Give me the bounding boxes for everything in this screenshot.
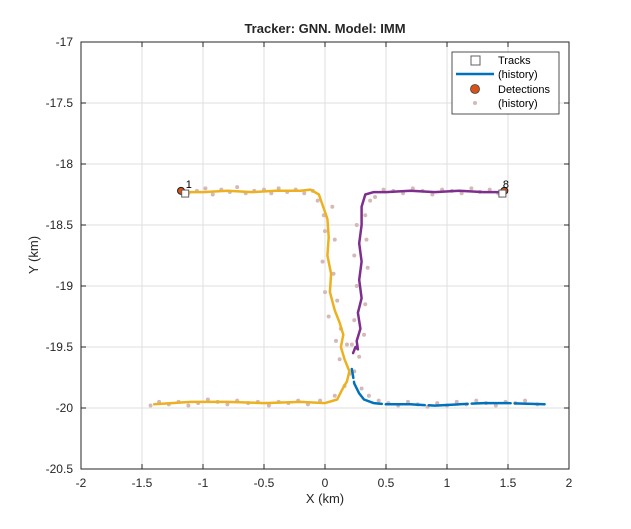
track-id-label: 1 xyxy=(186,179,192,191)
detection-history-point xyxy=(454,399,459,404)
detection-history-point xyxy=(276,186,281,191)
detection-history-point xyxy=(410,186,415,191)
track-marker xyxy=(498,189,507,198)
x-tick-label: -1.5 xyxy=(132,476,153,490)
detection-history-point xyxy=(365,265,370,270)
detection-history-point xyxy=(405,399,410,404)
chart-title: Tracker: GNN. Model: IMM xyxy=(244,21,405,36)
detection-history-point xyxy=(368,198,373,203)
y-tick-label: -17.5 xyxy=(46,96,74,110)
detection-history-point xyxy=(344,342,349,347)
y-tick-label: -17 xyxy=(56,35,74,49)
detection-history-point xyxy=(349,342,354,347)
track-marker xyxy=(181,189,190,198)
legend-detections-label: Detections xyxy=(498,84,550,96)
track-history-line xyxy=(152,188,351,406)
track-id-label: 8 xyxy=(503,179,509,191)
detection-history-point xyxy=(205,397,210,402)
legend-detection-history-label: (history) xyxy=(498,98,538,110)
detection-history-point xyxy=(362,332,367,337)
x-tick-label: 0 xyxy=(322,476,329,490)
detection-history-point xyxy=(302,191,307,196)
detection-history-point xyxy=(332,393,337,398)
y-tick-label: -20 xyxy=(56,401,74,415)
detection-history-point xyxy=(331,271,336,276)
y-tick-label: -19 xyxy=(56,279,74,293)
detection-history-point xyxy=(373,194,378,199)
detection-history-point xyxy=(332,237,337,242)
legend-detections-marker xyxy=(470,84,480,94)
x-tick-label: -0.5 xyxy=(254,476,275,490)
track-history-line xyxy=(350,367,546,407)
x-tick-label: -1 xyxy=(198,476,209,490)
ticks: -2 -1.5 -1 -0.5 0 0.5 1 1.5 2 -20.5 -20 -19.5 -19 -18… xyxy=(46,35,573,490)
legend-track-history-label: (history) xyxy=(498,69,538,81)
detection-history-point xyxy=(330,204,335,209)
x-tick-label: 1 xyxy=(444,476,451,490)
detection-history-point xyxy=(364,237,369,242)
legend: Tracks (history) Detections (history) xyxy=(451,51,560,115)
detection-history-point xyxy=(186,403,191,408)
detection-history-point xyxy=(430,192,435,197)
detection-history-point xyxy=(203,186,208,191)
detection-history-point xyxy=(474,398,479,403)
grid xyxy=(81,42,569,469)
track-history-line xyxy=(351,189,504,355)
detection-history-point xyxy=(435,401,440,406)
detection-history-point xyxy=(363,302,368,307)
detection-history-point xyxy=(326,314,331,319)
y-tick-label: -20.5 xyxy=(46,462,74,476)
x-tick-label: 2 xyxy=(566,476,573,490)
legend-tracks-label: Tracks xyxy=(498,55,531,67)
detection-history-point xyxy=(320,259,325,264)
y-tick-label: -18.5 xyxy=(46,218,74,232)
detection-history-point xyxy=(335,298,340,303)
detection-history-point xyxy=(487,187,492,192)
detection-history-point xyxy=(225,402,230,407)
detection-history-point xyxy=(323,290,327,295)
x-tick-label: 1.5 xyxy=(500,476,517,490)
detection-history-point xyxy=(493,403,498,408)
detection-history-point xyxy=(469,186,474,191)
detection-history-point xyxy=(266,403,271,408)
detection-history-point xyxy=(235,185,240,190)
x-tick-label: -2 xyxy=(76,476,87,490)
detection-history-point xyxy=(376,398,381,403)
detection-history-point xyxy=(315,198,320,203)
detection-history-point xyxy=(333,338,338,343)
legend-tracks-marker xyxy=(470,55,481,66)
detection-history-point xyxy=(354,223,359,227)
detection-history-point xyxy=(352,253,357,258)
detection-history-point xyxy=(359,386,364,391)
detection-history-point xyxy=(210,192,215,197)
detection-history-point xyxy=(523,398,528,403)
detection-history-point xyxy=(459,191,464,196)
detection-history-point xyxy=(357,354,362,359)
detection-history-point xyxy=(352,318,357,323)
detection-history-point xyxy=(323,229,327,234)
detection-history-point xyxy=(366,393,371,398)
x-axis-label: X (km) xyxy=(306,491,344,506)
x-tick-label: 0.5 xyxy=(378,476,395,490)
legend-box xyxy=(451,51,560,115)
y-axis-label: Y (km) xyxy=(26,236,41,274)
y-tick-label: -19.5 xyxy=(46,340,74,354)
legend-detection-history-marker xyxy=(473,101,477,105)
detection-history-point xyxy=(381,187,386,192)
detection-history-point xyxy=(337,357,342,362)
y-tick-label: -18 xyxy=(56,157,74,171)
detection-history-point xyxy=(363,213,368,218)
detection-history-point xyxy=(148,403,153,408)
detection-history-point xyxy=(354,284,359,288)
